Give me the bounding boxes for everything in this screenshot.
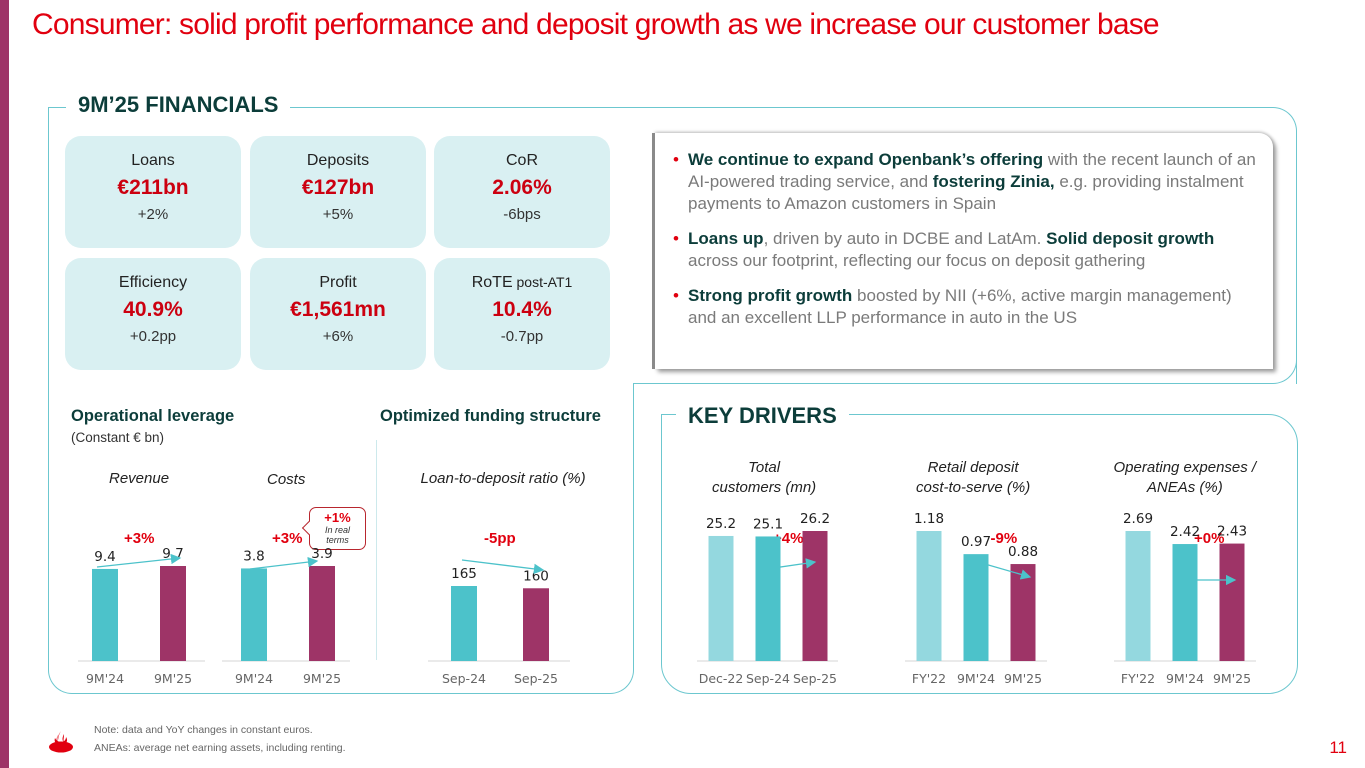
delta-operating-expenses-aneas: +0% xyxy=(1194,530,1225,547)
kpi-tile-profit: Profit €1,561mn +6% xyxy=(250,258,426,370)
kpi-value: €127bn xyxy=(301,176,375,199)
chart-title-retail-deposit-cost-to-serve: Retail deposit cost-to-serve (%) xyxy=(916,459,1031,496)
footnote-note: Note: data and YoY changes in constant e… xyxy=(94,724,313,736)
bullet-item: Strong profit growth boosted by NII (+6%… xyxy=(673,285,1263,329)
kpi-value: €1,561mn xyxy=(290,298,386,321)
kpi-value: 10.4% xyxy=(492,298,552,321)
delta-loan-to-deposit-ratio: -5pp xyxy=(484,530,516,547)
kpi-label: Loans xyxy=(131,152,175,169)
kpi-value: €211bn xyxy=(117,176,189,199)
kpi-tile-rote: RoTE post-AT1 10.4% -0.7pp xyxy=(434,258,610,370)
operational-leverage-heading: Operational leverage xyxy=(71,407,235,425)
financials-frame-bottom xyxy=(48,383,634,694)
delta-retail-deposit-cost-to-serve: -9% xyxy=(990,530,1018,547)
kpi-tile-loans: Loans €211bn +2% xyxy=(65,136,241,248)
callout-note: In real terms xyxy=(324,525,350,545)
footnote-aneas: ANEAs: average net earning assets, inclu… xyxy=(94,742,346,754)
section-divider xyxy=(376,440,377,660)
bullet-item: We continue to expand Openbank’s offerin… xyxy=(673,149,1263,215)
financials-heading: 9M’25 FINANCIALS xyxy=(66,92,291,118)
key-drivers-heading: KEY DRIVERS xyxy=(676,403,849,429)
kpi-tile-deposits: Deposits €127bn +5% xyxy=(250,136,426,248)
kpi-label: CoR xyxy=(505,152,538,169)
callout-value: +1% xyxy=(324,510,351,525)
bullet-item: Loans up, driven by auto in DCBE and Lat… xyxy=(673,228,1263,272)
chart-title-operating-expenses-aneas: Operating expenses / ANEAs (%) xyxy=(1113,459,1257,496)
kpi-tile-efficiency: Efficiency 40.9% +0.2pp xyxy=(65,258,241,370)
kpi-label: RoTE post-AT1 xyxy=(471,274,573,291)
kpi-value: 2.06% xyxy=(492,176,552,199)
chart-title-total-customers-mn: Total customers (mn) xyxy=(712,459,817,496)
delta-total-customers-mn: +4% xyxy=(773,530,804,547)
kpi-label: Deposits xyxy=(306,152,370,169)
funding-heading: Optimized funding structure xyxy=(380,407,601,425)
page-number: 11 xyxy=(1329,738,1347,757)
delta-costs: +3% xyxy=(272,530,303,547)
key-drivers-frame xyxy=(661,414,1298,694)
delta-revenue: +3% xyxy=(124,530,155,547)
kpi-change: +0.2pp xyxy=(129,328,177,345)
kpi-change: +6% xyxy=(322,328,354,345)
kpi-change: +5% xyxy=(322,206,354,223)
side-accent-bar xyxy=(0,0,9,768)
financials-frame xyxy=(48,107,1297,384)
kpi-value: 40.9% xyxy=(123,298,183,321)
kpi-tile-cor: CoR 2.06% -6bps xyxy=(434,136,610,248)
page-title: Consumer: solid profit performance and d… xyxy=(32,8,1160,41)
kpi-label: Efficiency xyxy=(118,274,188,291)
real-terms-callout: +1% In real terms xyxy=(309,507,366,550)
chart-title-loan-to-deposit-ratio: Loan-to-deposit ratio (%) xyxy=(420,470,586,487)
chart-title-revenue: Revenue xyxy=(109,470,170,487)
kpi-label: Profit xyxy=(319,274,357,291)
kpi-change: -0.7pp xyxy=(500,328,544,345)
kpi-change: +2% xyxy=(137,206,169,223)
commentary-box: We continue to expand Openbank’s offerin… xyxy=(655,133,1273,369)
chart-title-costs: Costs xyxy=(267,471,306,488)
kpi-change: -6bps xyxy=(503,206,541,223)
santander-flame-icon xyxy=(49,731,73,753)
operational-leverage-note: (Constant € bn) xyxy=(71,430,165,445)
